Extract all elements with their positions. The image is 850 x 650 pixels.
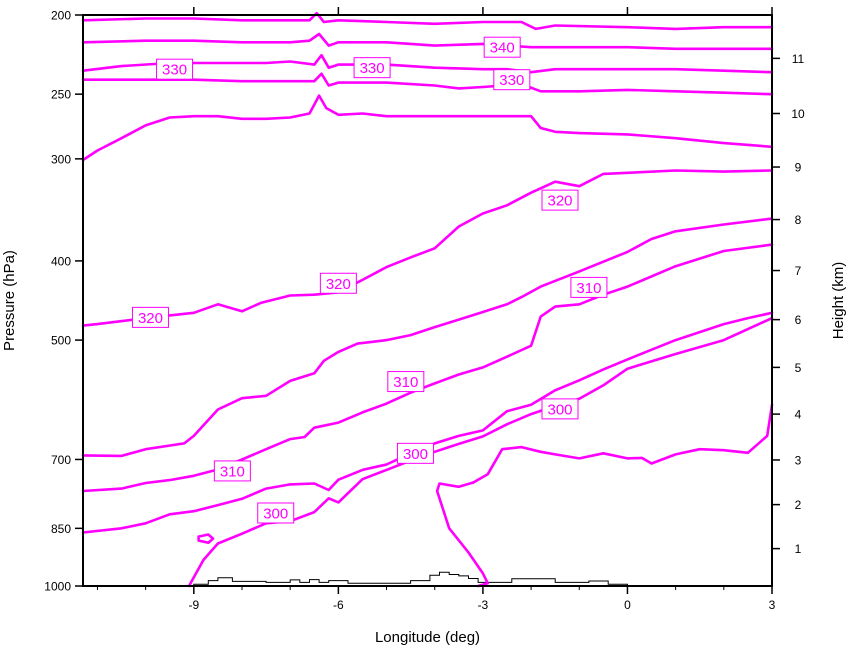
y2-axis-title: Height (km) [830,262,847,340]
x-axis: -9 -6 -3 0 3 [96,7,776,612]
contour-300-10 [197,533,215,545]
y2-tick-label: 10 [791,107,805,121]
contour-label-6: 320 [131,306,169,328]
contour-label-text: 330 [360,60,385,77]
contour-300-11 [435,481,490,588]
y-tick-label: 500 [51,334,71,348]
y-tick-label: 200 [51,9,71,23]
y-axis-right: 1 2 3 4 5 6 7 8 9 10 11 [772,52,805,556]
y-axis-left: 200 250 300 400 500 700 850 1000 [44,9,83,594]
contour-label-box [353,57,391,79]
contour-label-3: 330 [493,69,531,91]
contour-320-6 [81,217,774,458]
contour-label-text: 340 [490,40,515,57]
contour-label-text: 300 [547,401,572,418]
x-tick-label: -6 [333,598,344,612]
y2-tick-label: 1 [795,542,802,556]
x-tick-label: 3 [769,598,776,612]
contour-label-9: 310 [213,460,251,482]
x-tick-label: -9 [188,598,199,612]
contour-label-box [493,69,531,91]
contour-330-4 [81,94,774,162]
contour-label-text: 300 [403,446,428,463]
contour-label-text: 320 [138,310,163,327]
contour-label-text: 310 [576,280,601,297]
contour-label-text: 320 [547,193,572,210]
plot-frame [82,14,773,587]
contour-label-12: 300 [257,502,295,524]
y-tick-label: 850 [51,522,71,536]
contour-300-12 [471,403,774,484]
y-axis-title: Pressure (hPa) [1,250,18,351]
contour-label-box [319,272,357,294]
y-tick-label: 300 [51,152,71,166]
contour-label-1: 330 [156,58,194,80]
y-tick-label: 700 [51,453,71,467]
contour-label-5: 320 [319,272,357,294]
contour-label-text: 310 [393,374,418,391]
contour-310-7 [81,243,774,493]
contour-labels: 340 330 330 330 320 320 320 310 310 310 300 300 300 [131,36,608,524]
contour-label-8: 310 [387,371,425,393]
contour-label-10: 300 [541,398,579,420]
contour-label-text: 330 [499,72,524,89]
terrain-line [193,571,628,586]
contour-340-1 [81,32,774,51]
contour-label-box [396,442,434,464]
y2-tick-label: 6 [795,313,802,327]
contour-label-4: 320 [541,189,579,211]
y-tick-label: 1000 [44,580,71,594]
contour-320-5 [81,169,774,327]
contour-label-11: 300 [396,442,434,464]
contour-label-text: 300 [263,505,288,522]
y2-tick-label: 7 [795,264,802,278]
y-tick-label: 250 [51,88,71,102]
x-tick-label: 0 [624,598,631,612]
contour-label-box [483,36,521,58]
contour-label-box [541,398,579,420]
contour-label-text: 330 [162,62,187,79]
contour-label-7: 310 [570,276,608,298]
y2-tick-label: 2 [795,498,802,512]
y2-tick-label: 3 [795,453,802,467]
y2-tick-label: 5 [795,361,802,375]
contour-label-box [213,460,251,482]
contour-330-3 [81,72,774,96]
x-tick-label: -3 [478,598,489,612]
contour-label-box [156,58,194,80]
contour-label-box [570,276,608,298]
contour-label-2: 330 [353,57,391,79]
contour-label-box [387,371,425,393]
contour-label-text: 320 [326,276,351,293]
y-tick-label: 400 [51,254,71,268]
contour-label-box [257,502,295,524]
x-axis-title: Longitude (deg) [375,629,480,646]
contour-label-box [131,306,169,328]
y2-tick-label: 8 [795,213,802,227]
y2-tick-label: 4 [795,408,802,422]
y2-tick-label: 11 [792,52,805,66]
y2-tick-label: 9 [795,161,802,175]
contour-label-box [541,189,579,211]
contour-340-0 [81,11,774,31]
contour-label-text: 310 [220,463,245,480]
contour-label-0: 340 [483,36,521,58]
terrain-layer [193,571,628,586]
